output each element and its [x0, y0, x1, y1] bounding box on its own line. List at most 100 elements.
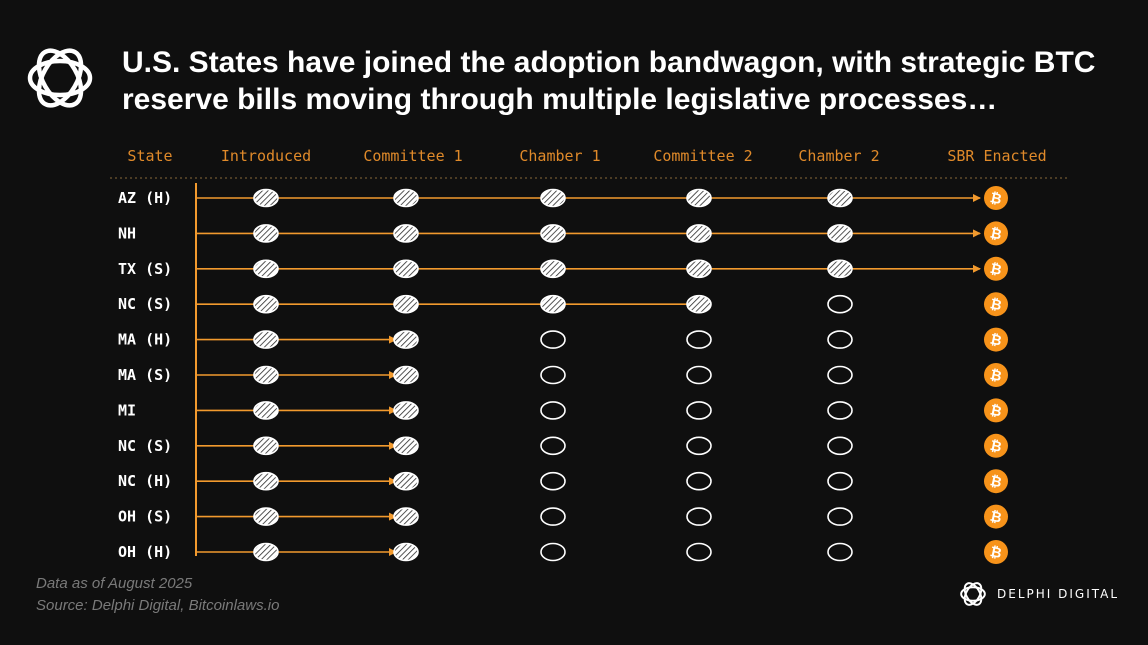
stage-pending-marker — [827, 471, 853, 491]
stage-completed-marker — [253, 471, 279, 491]
page-title: U.S. States have joined the adoption ban… — [122, 46, 1096, 116]
state-row: MI ₿ — [118, 398, 1008, 423]
delphi-knot-icon — [27, 48, 93, 108]
stage-completed-marker — [540, 259, 566, 279]
data-date-note: Data as of August 2025 — [36, 575, 193, 592]
stage-completed-marker — [393, 507, 419, 526]
stage-pending-marker — [827, 542, 853, 562]
stage-completed-marker — [253, 188, 279, 208]
stage-pending-marker — [540, 365, 566, 385]
column-label-sbr-enacted: SBR Enacted — [947, 147, 1046, 165]
stage-completed-marker — [540, 294, 566, 314]
state-row: TX (S) ₿ — [118, 256, 1008, 281]
stage-completed-marker — [827, 259, 853, 279]
stage-completed-marker — [253, 401, 279, 420]
bitcoin-icon: ₿ — [984, 504, 1008, 529]
stage-pending-marker — [540, 507, 566, 526]
stage-pending-marker — [827, 294, 853, 314]
stage-completed-marker — [540, 224, 566, 243]
stage-pending-marker — [827, 507, 853, 526]
stage-completed-marker — [686, 188, 712, 208]
stage-completed-marker — [686, 224, 712, 243]
column-label-chamber-1: Chamber 1 — [519, 147, 600, 165]
state-row: OH (H) ₿ — [118, 540, 1008, 564]
stage-pending-marker — [540, 436, 566, 456]
stage-completed-marker — [686, 259, 712, 279]
bitcoin-icon: ₿ — [984, 221, 1008, 246]
stage-completed-marker — [686, 294, 712, 314]
column-label-introduced: Introduced — [221, 147, 311, 165]
stage-completed-marker — [253, 436, 279, 456]
stage-completed-marker — [827, 224, 853, 243]
stage-pending-marker — [686, 401, 712, 420]
stage-completed-marker — [253, 294, 279, 314]
stage-pending-marker — [686, 542, 712, 562]
bitcoin-icon: ₿ — [984, 327, 1008, 352]
stage-completed-marker — [253, 507, 279, 526]
bitcoin-icon: ₿ — [984, 186, 1008, 210]
svg-text:₿: ₿ — [989, 332, 1003, 350]
svg-text:₿: ₿ — [989, 438, 1003, 456]
stage-completed-marker — [393, 542, 419, 562]
stage-completed-marker — [393, 259, 419, 279]
stage-completed-marker — [393, 330, 419, 349]
stage-completed-marker — [540, 188, 566, 208]
stage-completed-marker — [827, 188, 853, 208]
state-label: MA (S) — [118, 366, 172, 384]
svg-text:₿: ₿ — [989, 296, 1003, 314]
source-note: Source: Delphi Digital, Bitcoinlaws.io — [36, 597, 280, 614]
stage-pending-marker — [686, 365, 712, 385]
stage-completed-marker — [393, 294, 419, 314]
stage-completed-marker — [393, 224, 419, 243]
state-label: NH — [118, 224, 136, 242]
state-label: TX (S) — [118, 260, 172, 278]
svg-text:₿: ₿ — [989, 367, 1003, 385]
bitcoin-icon: ₿ — [984, 433, 1008, 458]
state-label: OH (H) — [118, 543, 172, 561]
stage-pending-marker — [540, 471, 566, 491]
state-label: MA (H) — [118, 331, 172, 349]
stage-pending-marker — [540, 330, 566, 349]
state-row: NC (S) ₿ — [118, 292, 1008, 317]
state-label: AZ (H) — [118, 189, 172, 207]
bitcoin-icon: ₿ — [984, 363, 1008, 387]
stage-pending-marker — [827, 436, 853, 456]
stage-completed-marker — [253, 224, 279, 243]
state-row: NC (S) ₿ — [118, 433, 1008, 458]
stage-pending-marker — [827, 365, 853, 385]
state-label: NC (S) — [118, 295, 172, 313]
column-label-committee-1: Committee 1 — [363, 147, 462, 165]
svg-text:₿: ₿ — [989, 473, 1003, 491]
bitcoin-icon: ₿ — [984, 540, 1008, 564]
stage-completed-marker — [253, 259, 279, 279]
brand-logo: DELPHI DIGITAL — [958, 579, 1119, 609]
state-label: NC (H) — [118, 472, 172, 490]
svg-text:₿: ₿ — [989, 509, 1003, 527]
state-row: NC (H) ₿ — [118, 469, 1008, 494]
stage-pending-marker — [686, 436, 712, 456]
stage-pending-marker — [827, 330, 853, 349]
stage-pending-marker — [686, 471, 712, 491]
column-label-committee-2: Committee 2 — [653, 147, 752, 165]
column-label-state: State — [127, 147, 172, 165]
stage-completed-marker — [253, 365, 279, 385]
stage-pending-marker — [686, 330, 712, 349]
stage-pending-marker — [686, 507, 712, 526]
svg-text:₿: ₿ — [989, 225, 1003, 243]
svg-text:₿: ₿ — [989, 190, 1003, 208]
state-label: OH (S) — [118, 508, 172, 526]
bitcoin-icon: ₿ — [984, 398, 1008, 423]
bitcoin-icon: ₿ — [984, 256, 1008, 281]
state-row: AZ (H) ₿ — [118, 186, 1008, 210]
brand-name: DELPHI DIGITAL — [997, 587, 1120, 601]
state-row: MA (S) ₿ — [118, 363, 1008, 387]
state-row: MA (H) ₿ — [118, 327, 1008, 352]
state-label: NC (S) — [118, 437, 172, 455]
delphi-knot-icon — [960, 582, 986, 606]
bitcoin-icon: ₿ — [984, 292, 1008, 317]
column-label-chamber-2: Chamber 2 — [798, 147, 879, 165]
stage-completed-marker — [253, 542, 279, 562]
stage-completed-marker — [393, 401, 419, 420]
stage-completed-marker — [393, 188, 419, 208]
